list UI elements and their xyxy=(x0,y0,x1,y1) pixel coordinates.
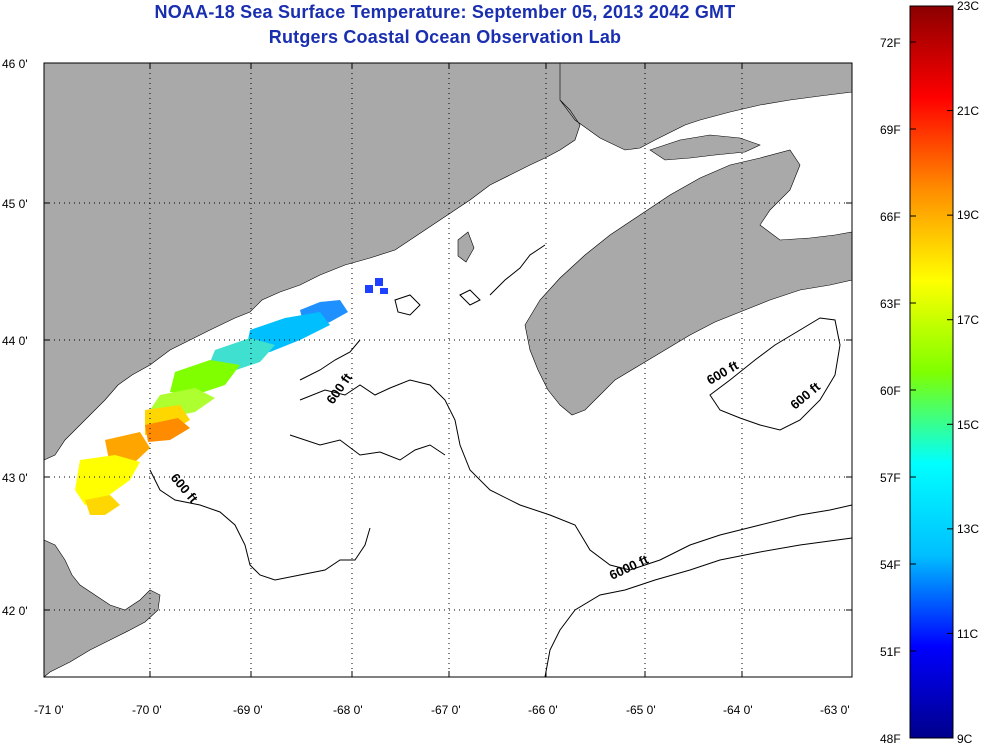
lon-tick-labels: -71 0' -70 0' -69 0' -68 0' -67 0' -66 0… xyxy=(34,703,850,717)
plot-frame xyxy=(43,62,853,678)
fahrenheit-label: 51F xyxy=(880,645,901,659)
celsius-label: 9C xyxy=(957,732,973,746)
celsius-labels: 23C 21C 19C 17C 15C 13C 11C 9C xyxy=(957,0,979,746)
lon-tick-label: -63 0' xyxy=(820,703,850,717)
celsius-label: 19C xyxy=(957,208,979,222)
land-massachusetts xyxy=(43,539,161,678)
celsius-label: 21C xyxy=(957,104,979,118)
chart-title: NOAA-18 Sea Surface Temperature: Septemb… xyxy=(154,2,736,22)
celsius-label: 13C xyxy=(957,522,979,536)
colorbar-ticks xyxy=(910,5,953,739)
fahrenheit-label: 63F xyxy=(880,297,901,311)
lat-tick-labels: 46 0' 45 0' 44 0' 43 0' 42 0' xyxy=(2,57,28,618)
lon-tick-label: -66 0' xyxy=(528,703,558,717)
lon-tick-label: -70 0' xyxy=(132,703,162,717)
celsius-label: 23C xyxy=(957,0,979,13)
celsius-label: 17C xyxy=(957,313,979,327)
sst-map: 600 ft 600 ft 600 ft 600 ft 6000 ft -71 … xyxy=(2,57,853,717)
fahrenheit-labels: 72F 69F 66F 63F 60F 57F 54F 51F 48F xyxy=(880,36,901,746)
lon-tick-label: -67 0' xyxy=(431,703,461,717)
colorbar-gradient xyxy=(909,5,954,739)
fahrenheit-label: 69F xyxy=(880,123,901,137)
lon-tick-label: -71 0' xyxy=(34,703,64,717)
land-grand-manan xyxy=(457,231,475,263)
celsius-label: 11C xyxy=(957,627,978,641)
lon-tick-label: -65 0' xyxy=(626,703,656,717)
fahrenheit-label: 72F xyxy=(880,36,901,50)
land-pei xyxy=(649,134,761,161)
fahrenheit-label: 66F xyxy=(880,210,901,224)
colorbar: 72F 69F 66F 63F 60F 57F 54F 51F 48F 23C … xyxy=(880,0,979,746)
axis-ticks xyxy=(43,62,853,677)
land-mainland xyxy=(43,62,853,461)
bathymetry-contours xyxy=(149,244,853,678)
fahrenheit-label: 57F xyxy=(880,471,901,485)
lat-tick-label: 45 0' xyxy=(2,197,28,211)
lat-tick-label: 44 0' xyxy=(2,334,28,348)
sst-data xyxy=(75,278,388,515)
lon-tick-label: -68 0' xyxy=(333,703,363,717)
celsius-label: 15C xyxy=(957,418,979,432)
fahrenheit-label: 48F xyxy=(880,732,901,746)
lat-tick-label: 42 0' xyxy=(2,604,28,618)
lon-tick-label: -69 0' xyxy=(233,703,263,717)
lat-tick-label: 43 0' xyxy=(2,471,28,485)
lon-tick-label: -64 0' xyxy=(723,703,753,717)
fahrenheit-label: 54F xyxy=(880,558,901,572)
lat-tick-label: 46 0' xyxy=(2,57,28,71)
chart-subtitle: Rutgers Coastal Ocean Observation Lab xyxy=(268,27,622,47)
fahrenheit-label: 60F xyxy=(880,384,901,398)
